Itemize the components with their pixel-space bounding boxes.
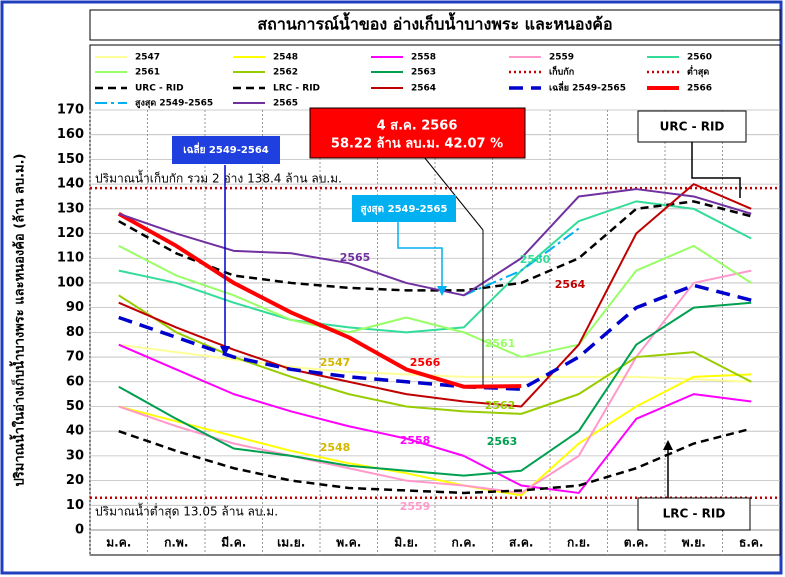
y-tick-label: 60 — [66, 374, 84, 389]
lrc-box — [637, 497, 751, 531]
title-box — [89, 9, 781, 41]
y-tick-label: 120 — [57, 226, 84, 241]
x-tick-label: ม.ค. — [106, 536, 131, 550]
legend-label: สูงสุด 2549-2565 — [135, 99, 213, 109]
series-line — [463, 227, 580, 297]
urc-leader — [691, 142, 741, 198]
storage-note: ปริมาณน้ำเก็บกัก รวม 2 อ่าง 138.4 ล้าน ล… — [95, 170, 342, 186]
legend-label: 2548 — [273, 53, 298, 63]
y-tick-label: 10 — [66, 498, 84, 513]
series-line — [118, 427, 752, 495]
y-tick-label: 170 — [57, 103, 84, 118]
x-tick-label: มิ.ย. — [394, 536, 418, 550]
y-tick-label: 140 — [57, 177, 84, 192]
urc-box-label: URC - RID — [660, 120, 725, 134]
series-line — [118, 269, 752, 494]
series-label: 2561 — [485, 337, 516, 350]
x-tick-label: พ.ย. — [682, 536, 706, 550]
y-tick-label: 0 — [75, 523, 84, 538]
y-tick-label: 160 — [57, 127, 84, 142]
series-label: 2565 — [340, 251, 371, 264]
legend-label: 2558 — [411, 53, 436, 63]
callout-box — [309, 107, 526, 159]
x-tick-label: มี.ค. — [221, 536, 246, 550]
avg-box-label: เฉลี่ย 2549-2564 — [183, 142, 269, 156]
series-label: 2547 — [320, 356, 351, 369]
x-tick-label: ก.ค. — [452, 536, 476, 550]
series-label: 2566 — [410, 356, 441, 369]
legend-label: 2566 — [687, 84, 712, 94]
y-tick-label: 100 — [57, 275, 84, 290]
callout-leader — [419, 151, 484, 231]
x-tick-label: ต.ค. — [624, 536, 649, 550]
avg-box — [172, 136, 280, 164]
max-leader — [397, 222, 443, 290]
series-line — [118, 343, 752, 383]
legend-label: 2547 — [135, 53, 160, 63]
legend-label: URC - RID — [135, 84, 184, 94]
series-label: 2559 — [400, 500, 431, 513]
series-line — [118, 301, 752, 477]
series-label: 2563 — [487, 435, 518, 448]
x-tick-label: ธ.ค. — [739, 536, 763, 550]
series-label: 2558 — [400, 434, 431, 447]
series-line — [118, 188, 752, 297]
legend-label: ต่ำสุด — [687, 65, 709, 78]
legend-label: เฉลี่ย 2549-2565 — [549, 81, 626, 94]
y-axis-label: ปริมาณน้ำในอ่างเก็บน้ำบางพระ และหนองค้อ … — [9, 154, 28, 487]
y-tick-label: 30 — [66, 448, 84, 463]
y-tick-label: 70 — [66, 350, 84, 365]
x-tick-label: ก.ย. — [567, 536, 590, 550]
series-label: 2548 — [320, 441, 351, 454]
series-label: 2560 — [520, 253, 551, 266]
y-tick-label: 20 — [66, 473, 84, 488]
y-tick-label: 80 — [66, 325, 84, 340]
y-tick-label: 40 — [66, 424, 84, 439]
series-line — [117, 212, 522, 389]
urc-box — [637, 110, 747, 143]
y-tick-label: 50 — [66, 399, 84, 414]
series-line — [118, 183, 752, 408]
legend-label: เก็บกัก — [549, 65, 574, 78]
x-tick-label: เม.ย. — [277, 536, 305, 550]
callout-date: 4 ส.ค. 2566 — [377, 119, 458, 134]
series-label: 2564 — [555, 278, 586, 291]
chart-title: สถานการณ์น้ำของ อ่างเก็บน้ำบางพระ และหนอ… — [257, 12, 612, 34]
y-tick-label: 90 — [66, 300, 84, 315]
y-tick-label: 130 — [57, 201, 84, 216]
callout-value: 58.22 ล้าน ลบ.ม. 42.07 % — [331, 136, 503, 152]
legend-label: 2564 — [411, 84, 436, 94]
series-line — [118, 244, 752, 359]
x-tick-label: พ.ค. — [336, 536, 361, 550]
max-box-label: สูงสุด 2549-2565 — [361, 204, 448, 216]
legend-label: 2560 — [687, 53, 712, 63]
series-line — [118, 343, 752, 494]
legend-label: 2565 — [273, 99, 298, 109]
x-tick-label: ส.ค. — [509, 536, 533, 550]
legend-label: LRC - RID — [273, 84, 320, 94]
lrc-arrow-head — [663, 440, 673, 450]
legend-label: 2559 — [549, 53, 574, 63]
x-tick-label: ก.พ. — [164, 536, 188, 550]
max-box — [352, 195, 456, 222]
avg-arrow-head — [220, 346, 230, 356]
minimum-note: ปริมาณน้ำต่ำสุด 13.05 ล้าน ลบ.ม. — [95, 502, 278, 519]
y-tick-label: 110 — [57, 251, 84, 266]
legend-label: 2563 — [411, 68, 436, 78]
lrc-box-label: LRC - RID — [663, 507, 726, 521]
series-line — [118, 200, 752, 292]
y-tick-label: 150 — [57, 152, 84, 167]
legend-label: 2561 — [135, 68, 160, 78]
series-label: 2562 — [485, 399, 516, 412]
legend-label: 2562 — [273, 68, 298, 78]
series-line — [118, 373, 752, 497]
max-arrow-head — [437, 286, 447, 296]
series-line — [118, 200, 752, 334]
